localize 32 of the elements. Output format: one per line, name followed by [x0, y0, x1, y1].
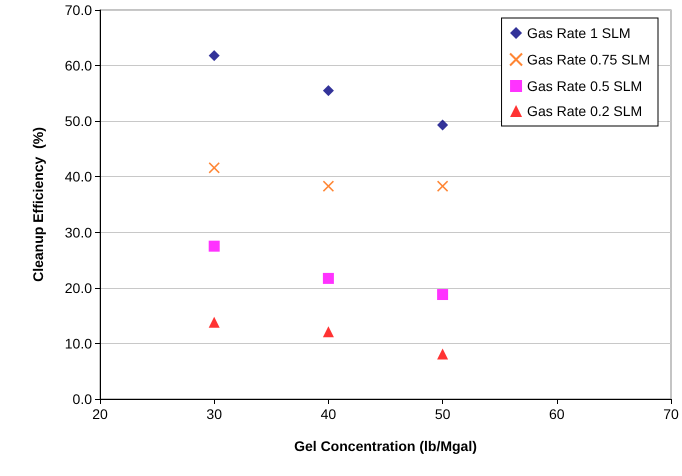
legend-label: Gas Rate 0.2 SLM [527, 103, 642, 119]
point [437, 289, 448, 300]
point [437, 120, 448, 131]
x-axis-title: Gel Concentration (lb/Mgal) [294, 438, 477, 454]
y-tick-label: 10.0 [64, 335, 92, 352]
y-tick-label: 70.0 [64, 2, 92, 18]
legend-label: Gas Rate 0.5 SLM [527, 78, 642, 94]
point [322, 272, 334, 284]
x-tick-label: 60 [549, 406, 565, 422]
point [437, 348, 448, 360]
point [208, 316, 220, 328]
x-tick-label: 50 [434, 406, 451, 422]
y-tick-label: 40.0 [64, 168, 92, 185]
point [322, 85, 334, 96]
point [322, 180, 334, 192]
x-tick-label: 20 [92, 406, 108, 422]
legend-label: Gas Rate 0.75 SLM [527, 52, 650, 68]
x-tick-label: 70 [663, 406, 679, 422]
y-tick-label: 60.0 [64, 58, 92, 74]
point [208, 162, 220, 174]
legend-label: Gas Rate 1 SLM [527, 25, 631, 41]
y-tick-label: 30.0 [64, 224, 92, 240]
point [208, 50, 220, 62]
y-tick-label: 50.0 [64, 113, 92, 130]
x-tick-label: 40 [320, 406, 336, 422]
point [436, 180, 448, 192]
x-tick-label: 30 [206, 406, 222, 422]
y-tick-label: 20.0 [64, 280, 92, 296]
point [322, 326, 334, 338]
y-tick-label: 0.0 [72, 391, 92, 407]
y-axis-title: Cleanup Efficiency (%) [30, 127, 46, 282]
point [208, 240, 220, 252]
